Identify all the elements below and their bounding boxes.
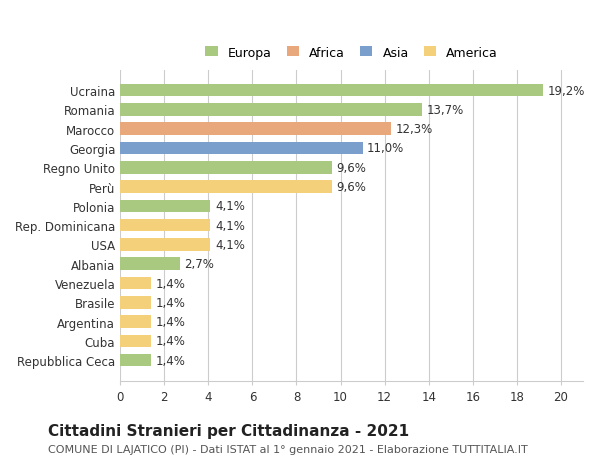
Bar (120, 239, 211, 251)
Bar (120, 104, 422, 117)
Text: 4,1%: 4,1% (215, 200, 245, 213)
Text: Cittadini Stranieri per Cittadinanza - 2021: Cittadini Stranieri per Cittadinanza - 2… (48, 423, 409, 438)
Bar (120, 258, 179, 270)
Text: 9,6%: 9,6% (336, 162, 366, 174)
Text: 11,0%: 11,0% (367, 142, 404, 155)
Text: 1,4%: 1,4% (155, 354, 185, 367)
Text: 13,7%: 13,7% (427, 104, 464, 117)
Bar (120, 181, 332, 193)
Text: 2,7%: 2,7% (184, 257, 214, 271)
Bar (120, 354, 151, 367)
Text: 1,4%: 1,4% (155, 335, 185, 347)
Bar (120, 277, 151, 290)
Bar (120, 316, 151, 328)
Legend: Europa, Africa, Asia, America: Europa, Africa, Asia, America (202, 43, 502, 63)
Text: COMUNE DI LAJATICO (PI) - Dati ISTAT al 1° gennaio 2021 - Elaborazione TUTTITALI: COMUNE DI LAJATICO (PI) - Dati ISTAT al … (48, 444, 528, 454)
Text: 19,2%: 19,2% (548, 84, 585, 97)
Text: 1,4%: 1,4% (155, 296, 185, 309)
Text: 1,4%: 1,4% (155, 315, 185, 328)
Text: 4,1%: 4,1% (215, 238, 245, 252)
Text: 4,1%: 4,1% (215, 219, 245, 232)
Bar (120, 84, 544, 97)
Bar (120, 335, 151, 347)
Bar (120, 123, 391, 136)
Bar (120, 200, 211, 213)
Text: 9,6%: 9,6% (336, 181, 366, 194)
Bar (120, 297, 151, 309)
Bar (120, 142, 362, 155)
Text: 12,3%: 12,3% (395, 123, 433, 136)
Bar (120, 219, 211, 232)
Text: 1,4%: 1,4% (155, 277, 185, 290)
Bar (120, 162, 332, 174)
